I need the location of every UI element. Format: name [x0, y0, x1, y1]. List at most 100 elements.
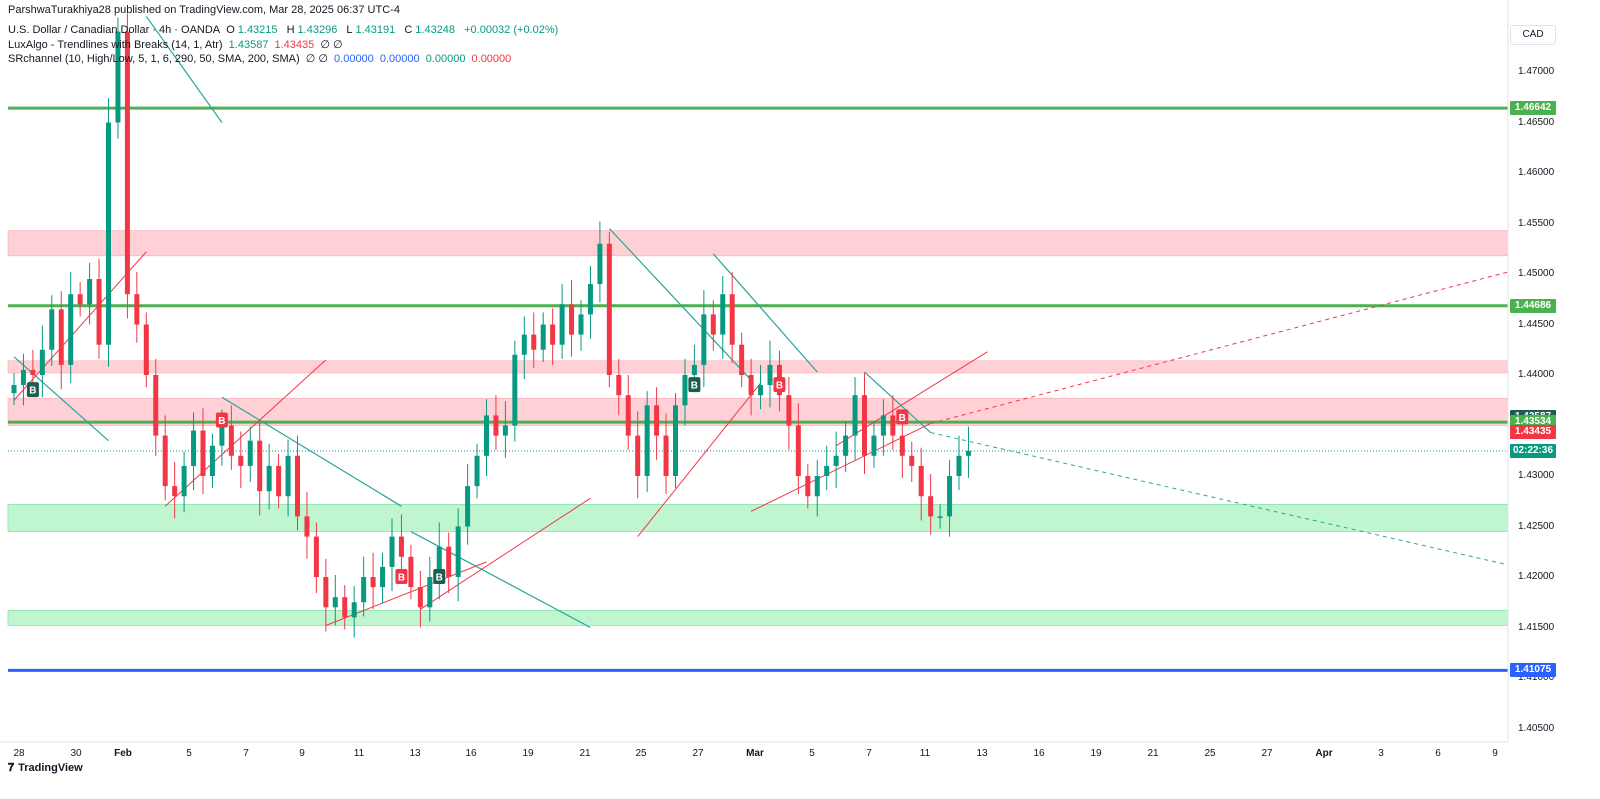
candle [937, 504, 943, 529]
candle [758, 364, 764, 410]
candle [68, 271, 74, 384]
candle-body [824, 465, 830, 476]
candle-body [748, 375, 754, 396]
candle-body [191, 430, 197, 466]
break-label-text: B [899, 413, 906, 424]
indicator-legend-trendlines[interactable]: LuxAlgo - Trendlines with Breaks (14, 1,… [8, 38, 346, 51]
candle [436, 522, 442, 600]
time-tick-label: 13 [976, 748, 988, 759]
candle [710, 300, 716, 351]
candle-body [597, 243, 603, 285]
break-label-text: B [29, 386, 36, 397]
candle-body [786, 395, 792, 426]
indicator-value: ∅ ∅ [305, 53, 328, 65]
candle [455, 508, 461, 602]
time-tick-label: 6 [1435, 748, 1441, 759]
candle-body [484, 415, 489, 456]
candle-body [767, 364, 773, 386]
candle [465, 463, 471, 545]
candle [871, 423, 877, 468]
candle-body [569, 304, 575, 335]
indicator-value: 1.43587 [228, 39, 269, 51]
candle [380, 552, 386, 604]
projected-downtrend-line [930, 432, 1509, 566]
brand-logo[interactable]: 𝟕 TradingView [8, 762, 83, 775]
low-value: 1.43191 [355, 24, 396, 36]
candle [673, 393, 678, 489]
candle [644, 391, 650, 493]
candle [484, 399, 489, 476]
high-value: 1.43296 [297, 24, 338, 36]
candle-body [436, 546, 442, 577]
candle-body [30, 369, 36, 375]
projected-uptrend-line [930, 271, 1509, 424]
candle [843, 421, 849, 472]
candle [153, 358, 159, 456]
candle-body [238, 455, 244, 466]
candle [965, 426, 971, 479]
downtrend-line [608, 228, 752, 381]
break-label-text: B [436, 573, 443, 584]
candle [635, 411, 641, 499]
resistance-zone [7, 230, 1509, 257]
candle-body [134, 294, 140, 325]
candle-body [805, 476, 811, 497]
candle-body [49, 309, 55, 350]
candle-body [172, 486, 178, 497]
candle [862, 372, 867, 474]
indicator-value: 0.00000 [471, 53, 512, 65]
change-value: +0.00032 (+0.02%) [464, 24, 559, 36]
indicator-value: ∅ ∅ [320, 39, 343, 51]
price-tag: 02:22:36 [1510, 443, 1556, 458]
candle [597, 221, 603, 303]
symbol-name[interactable]: U.S. Dollar / Canadian Dollar · 4h · OAN… [8, 24, 221, 36]
candle [172, 461, 178, 519]
time-tick-label: 5 [186, 748, 192, 759]
break-label-box [688, 377, 701, 393]
candle [266, 443, 272, 510]
indicator-value: 0.00000 [425, 53, 466, 65]
candle-body [956, 455, 962, 476]
indicator-legend-srchannel[interactable]: SRchannel (10, High/Low, 5, 1, 6, 290, 5… [8, 52, 514, 65]
candle-body [758, 385, 764, 396]
candle [956, 435, 962, 491]
candle-body [880, 415, 886, 436]
candle-body [625, 395, 631, 436]
downtrend-line [712, 253, 818, 373]
indicator-value: 0.00000 [334, 53, 374, 65]
candle [616, 358, 622, 416]
candle-body [77, 294, 83, 305]
candle-body [408, 556, 414, 588]
support-zone [7, 610, 1509, 626]
currency-selector[interactable]: CAD [1510, 25, 1556, 45]
candle-body [162, 435, 168, 487]
price-tag: 1.44686 [1510, 298, 1556, 313]
candle [247, 426, 253, 483]
candle [87, 262, 93, 325]
candle-body [68, 294, 74, 365]
time-tick-label: 13 [409, 748, 421, 759]
candle-body [833, 455, 839, 466]
price-tick-label: 1.41000 [1518, 672, 1555, 683]
candle-body [106, 122, 111, 345]
candle [521, 316, 527, 380]
candle [209, 433, 215, 489]
candle-body [124, 31, 130, 295]
candle-body [427, 577, 433, 608]
candle [106, 98, 111, 367]
candle-body [389, 536, 395, 567]
candle [58, 291, 64, 390]
candle [361, 556, 367, 617]
candle-body [928, 496, 934, 517]
candle-body [474, 455, 480, 487]
candle [96, 258, 102, 359]
candle-body [115, 31, 121, 123]
indicator-value: 0.00000 [379, 53, 420, 65]
candle-body [654, 405, 660, 436]
candle-body [937, 516, 943, 518]
candle [739, 332, 745, 388]
candle [313, 522, 319, 594]
candle-body [200, 430, 206, 476]
candle-body [550, 324, 556, 345]
